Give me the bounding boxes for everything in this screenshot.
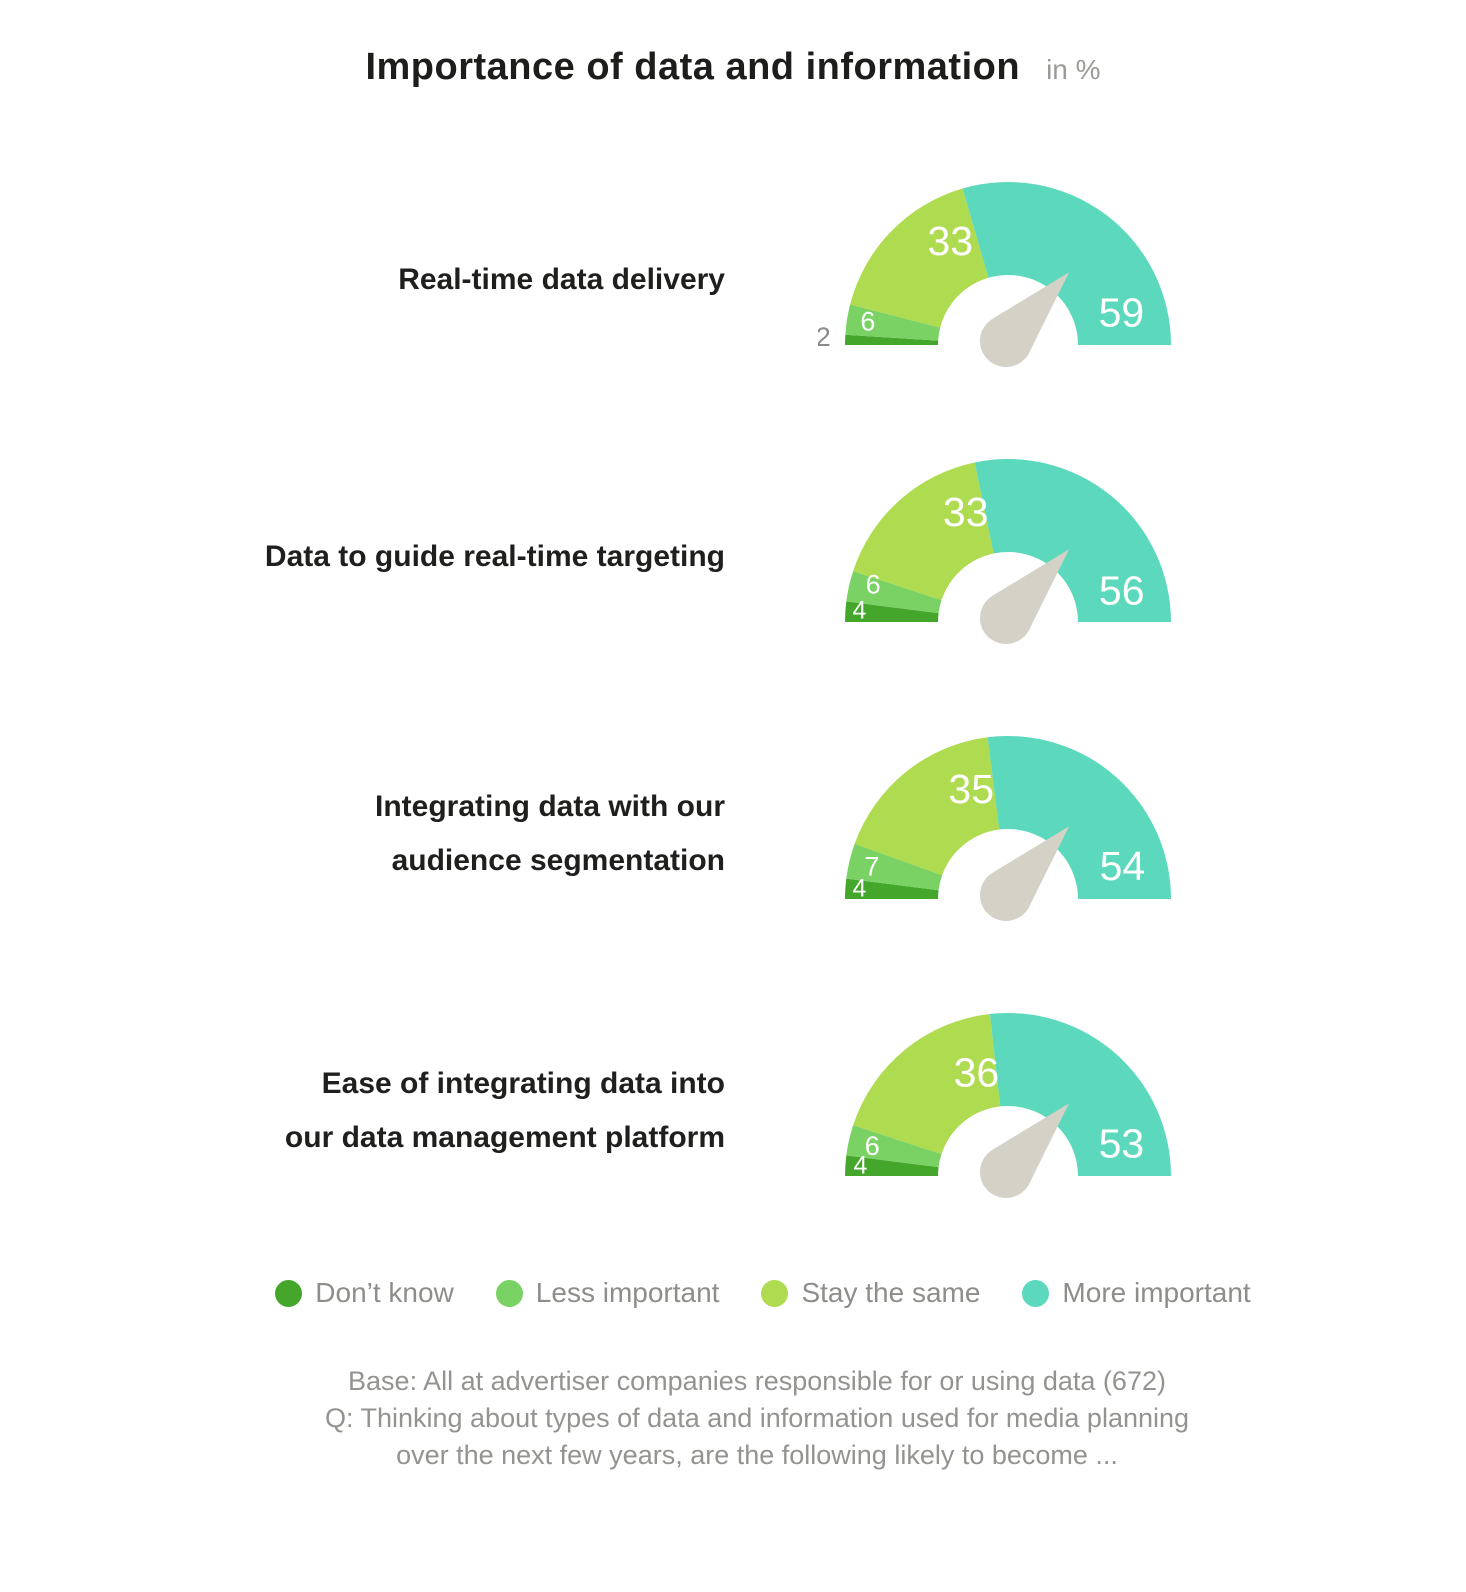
- gauge-chart: 46 36 53: [845, 1012, 1171, 1198]
- segment-value-label: 4: [852, 875, 866, 903]
- gauge-segment-more-important: [974, 459, 1171, 622]
- chart-header: Importance of data and information in %: [0, 0, 1466, 89]
- row-label-line: Real-time data delivery: [398, 262, 725, 296]
- gauge-segment-don-t-know: [845, 334, 939, 345]
- row-label-line: Data to guide real-time targeting: [264, 539, 725, 573]
- segment-value-label: 59: [1099, 290, 1145, 336]
- segment-value-label: 36: [954, 1050, 1000, 1096]
- legend-item-more-important: More important: [1022, 1277, 1251, 1309]
- gauge-segment-stay-the-same: [853, 462, 994, 601]
- legend-dot-icon: [275, 1279, 303, 1307]
- gauge-chart: 46 33 56: [845, 459, 1171, 644]
- gauge-segment-less-important: [846, 571, 942, 614]
- legend-dot-icon: [761, 1279, 789, 1307]
- gauge-segment-don-t-know: [845, 878, 939, 899]
- segment-value-label: 35: [948, 766, 994, 812]
- row-label: Ease of integrating data into our data ma…: [65, 1057, 725, 1165]
- gauge-row: Integrating data with our audience segmen…: [0, 695, 1466, 972]
- segment-value-label: 53: [1099, 1121, 1145, 1167]
- gauge-needle: [980, 549, 1070, 644]
- gauge-rows: Real-time data delivery 2 6 33 59 Data to gui…: [0, 141, 1466, 1249]
- needle-tip: [992, 826, 1070, 907]
- segment-value-label: 2: [818, 322, 831, 352]
- row-label: Real-time data delivery: [65, 253, 725, 307]
- footnote: Base: All at advertiser companies respon…: [48, 1363, 1466, 1474]
- row-label-line: Integrating data with our: [375, 789, 725, 823]
- row-label-line: our data management platform: [284, 1120, 725, 1154]
- legend: Don’t know Less important Stay the same Mor…: [60, 1277, 1466, 1309]
- gauge-needle: [980, 826, 1070, 921]
- gauge-segment-more-important: [987, 736, 1171, 899]
- gauge-chart: 47 35 54: [845, 736, 1171, 921]
- segment-value-label: 7: [864, 851, 879, 881]
- needle-tip: [992, 272, 1070, 353]
- gauge-segment-stay-the-same: [850, 188, 989, 328]
- segment-value-label: 6: [865, 1131, 880, 1161]
- gauge-segment-stay-the-same: [854, 737, 1000, 876]
- legend-dot-icon: [1022, 1279, 1050, 1307]
- gauge-segment-less-important: [846, 1125, 942, 1168]
- legend-item-don-t-know: Don’t know: [275, 1277, 454, 1309]
- legend-label: Stay the same: [801, 1277, 981, 1308]
- segment-value-label: 4: [853, 1152, 867, 1180]
- legend-label: More important: [1062, 1277, 1251, 1308]
- row-label: Data to guide real-time targeting: [65, 530, 725, 584]
- row-label-line: audience segmentation: [391, 843, 725, 877]
- gauge-segment-stay-the-same: [853, 1014, 1001, 1155]
- question-note-line2: over the next few years, are the followi…: [396, 1440, 1118, 1470]
- gauge-segment-more-important: [962, 181, 1171, 345]
- needle-tip: [992, 1103, 1070, 1184]
- gauge-row: Data to guide real-time targeting 4 6 33 56: [0, 418, 1466, 695]
- segment-value-label: 56: [1099, 568, 1145, 614]
- segment-value-label: 33: [943, 489, 989, 535]
- question-note-line1: Q: Thinking about types of data and info…: [324, 1403, 1190, 1433]
- legend-label: Don’t know: [315, 1277, 454, 1308]
- gauge-segment-less-important: [845, 304, 941, 341]
- row-label: Integrating data with our audience segmen…: [65, 780, 725, 888]
- needle-tip: [992, 549, 1070, 630]
- gauge-row: Real-time data delivery 2 6 33 59: [0, 141, 1466, 418]
- gauge-segment-don-t-know: [845, 1155, 939, 1176]
- chart-unit-label: in %: [1046, 54, 1101, 85]
- gauge-segment-don-t-know: [845, 601, 939, 622]
- gauge-needle: [980, 272, 1070, 367]
- gauge-segment-less-important: [846, 843, 943, 891]
- segment-value-label: 33: [927, 218, 973, 264]
- legend-item-less-important: Less important: [495, 1277, 720, 1309]
- base-note: Base: All at advertiser companies respon…: [348, 1366, 1166, 1396]
- gauge-chart: 26 33 59: [818, 181, 1171, 367]
- legend-label: Less important: [535, 1277, 720, 1308]
- gauge-needle: [980, 1103, 1070, 1198]
- legend-item-stay-the-same: Stay the same: [761, 1277, 980, 1309]
- segment-value-label: 6: [866, 570, 881, 600]
- page-title: Importance of data and information: [365, 46, 1021, 88]
- segment-value-label: 54: [1100, 843, 1146, 889]
- row-label-line: Ease of integrating data into: [321, 1066, 725, 1100]
- segment-value-label: 4: [853, 596, 867, 624]
- segment-value-label: 6: [860, 307, 875, 337]
- legend-dot-icon: [495, 1279, 523, 1307]
- gauge-segment-more-important: [989, 1012, 1171, 1176]
- gauge-row: Ease of integrating data into our data ma…: [0, 972, 1466, 1249]
